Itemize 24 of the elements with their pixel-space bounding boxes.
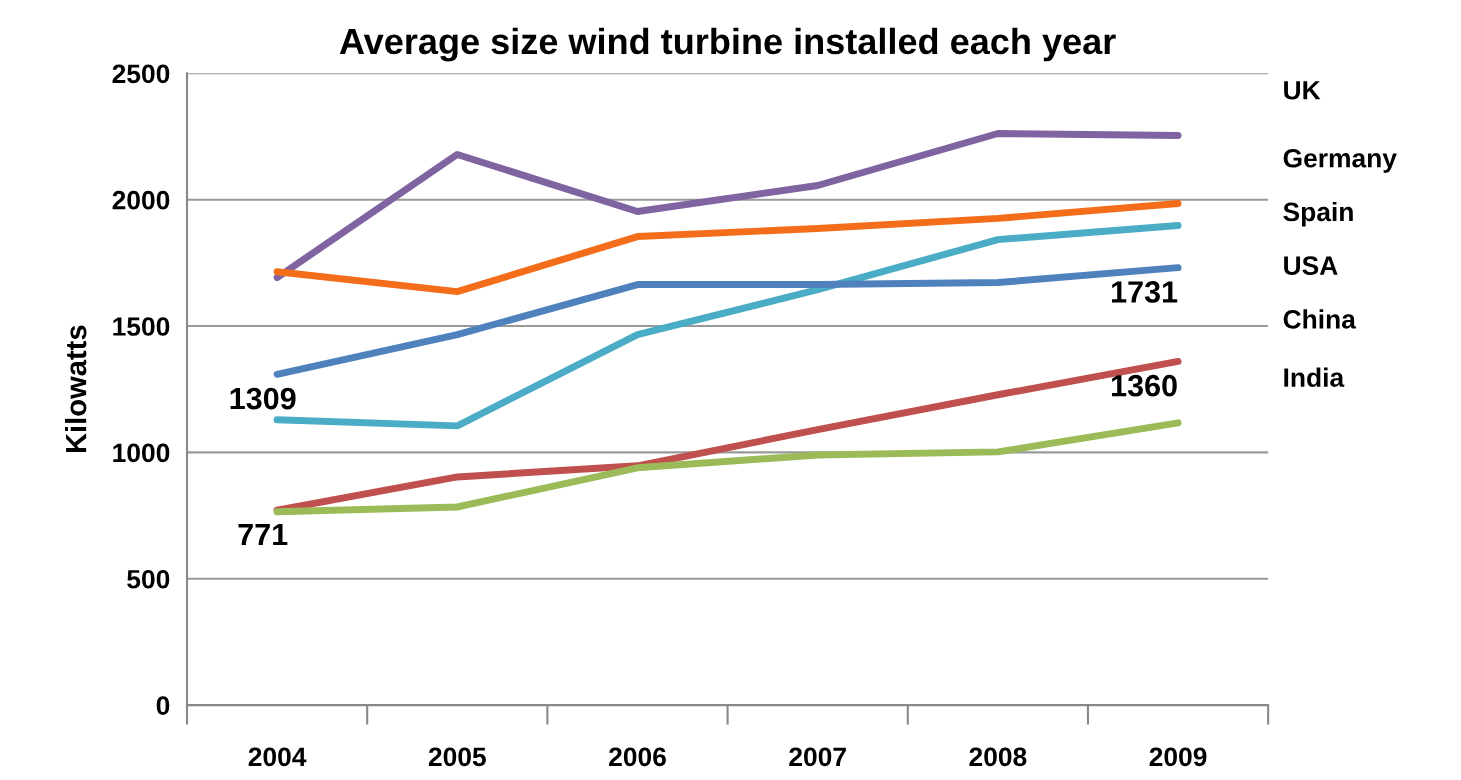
- text: Germany: [1283, 148, 1397, 173]
- data-label: 1731: [1112, 281, 1178, 303]
- x-tick-label: 2009: [1149, 747, 1207, 767]
- y-tick-label: 500: [127, 569, 170, 589]
- text: China: [1283, 309, 1357, 329]
- x-tick-label: 2007: [789, 747, 846, 767]
- chart-title: Average size wind turbine installed each year: [339, 27, 1116, 62]
- data-label: 1360: [1112, 374, 1177, 397]
- x-tick-label: 2008: [969, 747, 1027, 767]
- x-tick-label: 2005: [428, 747, 486, 767]
- y-tick-label: 0: [156, 696, 170, 715]
- text: USA: [1284, 256, 1338, 275]
- x-tick-label: 2004: [248, 747, 307, 767]
- text: Spain: [1283, 201, 1353, 227]
- x-tick-label: 2006: [609, 747, 666, 767]
- text: India: [1284, 367, 1345, 387]
- y-tick-label: 1500: [113, 317, 170, 336]
- data-label: 771: [238, 524, 288, 546]
- data-label: 1309: [230, 387, 296, 410]
- y-tick-label: 2500: [112, 64, 170, 84]
- y-tick-label: 1000: [113, 443, 170, 463]
- y-tick-label: 2000: [112, 190, 170, 210]
- y-axis-title: Kilowatts: [65, 325, 87, 453]
- text: UK: [1284, 81, 1321, 100]
